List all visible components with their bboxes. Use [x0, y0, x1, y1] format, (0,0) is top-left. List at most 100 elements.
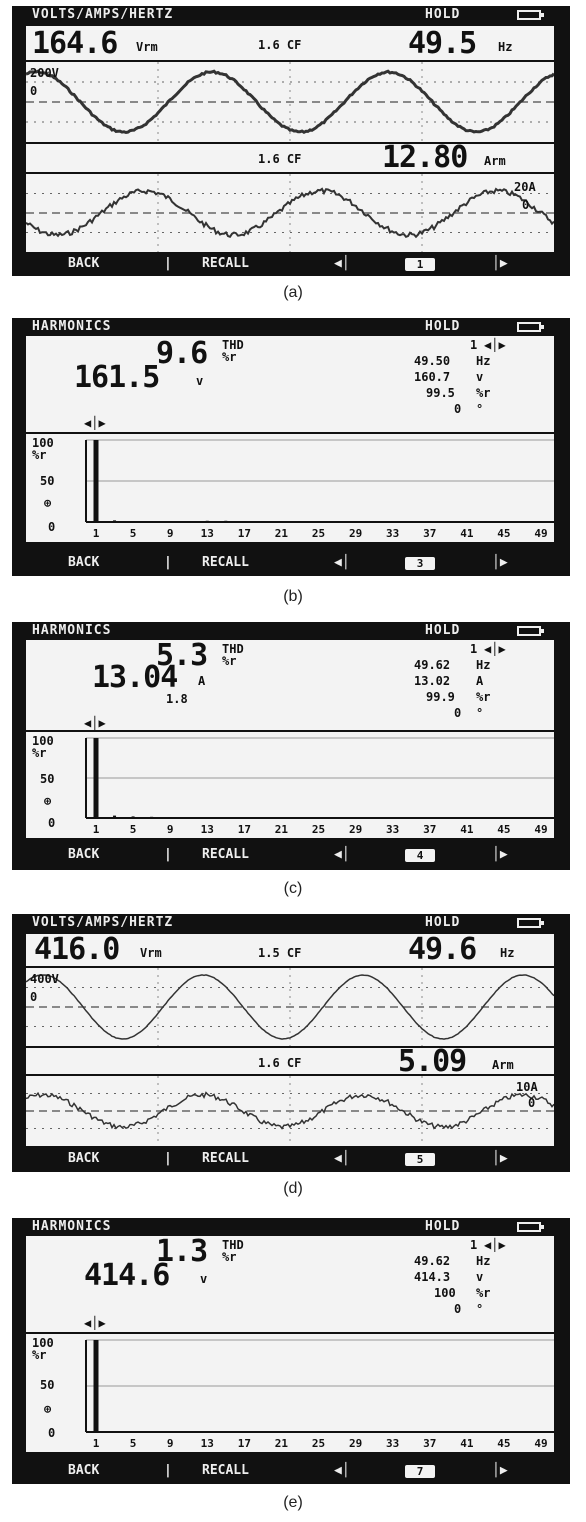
x-tick-label: 13 [201, 527, 214, 540]
harmonic-bar [93, 738, 99, 818]
caption-d: (d) [283, 1180, 303, 1197]
softkey-separator: | [164, 847, 172, 862]
current-zero-label: 0 [528, 1096, 536, 1110]
voltage-reading: 164.6 [32, 26, 118, 61]
crest-factor: 1.5 CF [258, 946, 302, 960]
x-tick-label: 37 [423, 1437, 436, 1450]
softkey-separator: | [164, 1151, 172, 1166]
phase-value: 0 [454, 402, 462, 416]
back-button[interactable]: BACK [68, 1151, 100, 1166]
x-tick-label: 45 [497, 823, 510, 836]
softkey-bar: BACK | RECALL ◀│ 1 │▶ [12, 253, 570, 275]
back-button[interactable]: BACK [68, 1463, 100, 1478]
x-tick-label: 5 [130, 1437, 137, 1450]
previous-page-icon[interactable]: ◀│ [334, 847, 350, 862]
thd-value: 1.3 [156, 1234, 208, 1269]
mode-title: VOLTS/AMPS/HERTZ [32, 7, 174, 22]
hold-indicator: HOLD [425, 915, 461, 930]
previous-page-icon[interactable]: ◀│ [334, 256, 350, 271]
next-page-icon[interactable]: │▶ [492, 256, 508, 271]
harmonic-bar [150, 816, 154, 818]
harmonic-bar [93, 440, 99, 522]
current-unit: Arm [484, 154, 506, 168]
previous-page-icon[interactable]: ◀│ [334, 1151, 350, 1166]
next-page-icon[interactable]: │▶ [492, 1151, 508, 1166]
harmonic-percent: 99.9 [426, 690, 455, 704]
page-indicator: 5 [405, 1153, 435, 1166]
waveform-line [26, 974, 554, 1040]
order-select-icon[interactable]: ◀│▶ [484, 338, 506, 352]
next-page-icon[interactable]: │▶ [492, 555, 508, 570]
frequency-unit: Hz [498, 40, 513, 54]
phase-unit: ° [476, 402, 484, 416]
harmonic-unit: v [476, 370, 484, 384]
recall-button[interactable]: RECALL [202, 256, 249, 271]
spectrum-grid [85, 737, 554, 819]
harmonic-bar [113, 815, 117, 818]
harmonic-order: 1 [470, 1238, 478, 1252]
x-tick-label: 25 [312, 527, 325, 540]
caption-c: (c) [283, 880, 303, 897]
y-axis-unit: %r [32, 448, 47, 462]
waveform-line [26, 187, 554, 239]
harmonic-unit: A [476, 674, 484, 688]
x-tick-label: 49 [534, 527, 547, 540]
softkey-bar: BACK | RECALL ◀│ 5 │▶ [12, 1148, 570, 1170]
cursor-icon[interactable]: ◀│▶ [84, 716, 106, 730]
softkey-separator: | [164, 555, 172, 570]
next-page-icon[interactable]: │▶ [492, 847, 508, 862]
y-axis-100: 100 [32, 436, 54, 450]
rms-reading: 161.5 [74, 360, 160, 395]
order-select-icon[interactable]: ◀│▶ [484, 642, 506, 656]
harmonic-order: 1 [470, 642, 478, 656]
thd-value: 9.6 [156, 336, 208, 371]
mode-title: HARMONICS [32, 623, 112, 638]
harmonic-bar [242, 521, 246, 522]
thd-value: 5.3 [156, 638, 208, 673]
fundamental-frequency: 49.62 [414, 1254, 451, 1268]
y-axis-50: 50 [40, 474, 55, 488]
hold-indicator: HOLD [425, 623, 461, 638]
next-page-icon[interactable]: │▶ [492, 1463, 508, 1478]
previous-page-icon[interactable]: ◀│ [334, 555, 350, 570]
thd-unit: %r [222, 1250, 237, 1264]
title-bar: HARMONICS HOLD [12, 622, 570, 640]
voltage-scale-label: 200V [30, 66, 59, 80]
x-tick-label: 1 [93, 527, 100, 540]
voltage-unit: Vrm [136, 40, 158, 54]
mode-title: HARMONICS [32, 1219, 112, 1234]
caption-e: (e) [283, 1494, 303, 1511]
percent-unit: %r [476, 386, 491, 400]
trace-grid [26, 174, 554, 252]
voltage-waveform [26, 62, 554, 142]
harmonic-percent: 99.5 [426, 386, 455, 400]
back-button[interactable]: BACK [68, 555, 100, 570]
cursor-icon[interactable]: ◀│▶ [84, 416, 106, 430]
order-select-icon[interactable]: ◀│▶ [484, 1238, 506, 1252]
screen-b: HARMONICS HOLD 9.6 THD %r 161.5 v 1 ◀│▶ … [12, 318, 570, 576]
harmonic-bar [113, 520, 117, 522]
recall-button[interactable]: RECALL [202, 847, 249, 862]
screen-d: VOLTS/AMPS/HERTZ HOLD 416.0 Vrm 1.5 CF 4… [12, 914, 570, 1172]
voltage-scale-label: 400V [30, 972, 59, 986]
x-tick-label: 17 [238, 823, 251, 836]
harmonics-readout: 5.3 THD %r 13.04 A 1.8 1 ◀│▶ 49.62 Hz 13… [26, 638, 554, 730]
back-button[interactable]: BACK [68, 847, 100, 862]
battery-icon [517, 1222, 544, 1232]
recall-button[interactable]: RECALL [202, 555, 249, 570]
recall-button[interactable]: RECALL [202, 1463, 249, 1478]
trace-grid [26, 968, 554, 1046]
previous-page-icon[interactable]: ◀│ [334, 1463, 350, 1478]
x-tick-label: 33 [386, 527, 399, 540]
harmonic-bar [131, 521, 135, 522]
hold-indicator: HOLD [425, 1219, 461, 1234]
battery-icon [517, 918, 544, 928]
x-tick-label: 21 [275, 527, 289, 540]
back-button[interactable]: BACK [68, 256, 100, 271]
x-tick-label: 49 [534, 1437, 547, 1450]
cursor-icon[interactable]: ◀│▶ [84, 1316, 106, 1330]
x-tick-label: 33 [386, 823, 399, 836]
page-indicator: 1 [405, 258, 435, 271]
recall-button[interactable]: RECALL [202, 1151, 249, 1166]
x-tick-label: 21 [275, 823, 289, 836]
